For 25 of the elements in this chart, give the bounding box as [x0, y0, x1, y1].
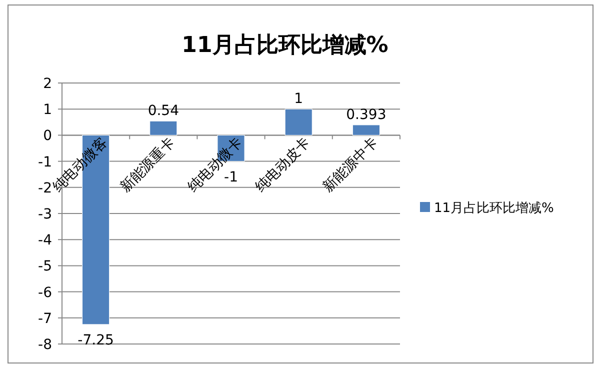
- x-tick-label: 纯电动微客: [50, 134, 111, 196]
- bar: [284, 108, 312, 136]
- data-label: 0.54: [148, 103, 180, 120]
- y-tick-label: -1: [38, 154, 52, 170]
- y-tick-label: 1: [43, 102, 52, 118]
- y-tick-label: -3: [38, 206, 52, 222]
- bar: [352, 124, 380, 136]
- data-label: 0.393: [346, 106, 386, 123]
- chart-title: 11月占比环比增减%: [182, 33, 388, 58]
- y-tick-label: -4: [38, 232, 52, 249]
- y-tick-label: -8: [38, 337, 52, 353]
- x-tick-label: 新能源重卡: [117, 134, 178, 196]
- legend-label: 11月占比环比增减%: [434, 201, 554, 216]
- y-tick-label: 0: [43, 128, 52, 144]
- x-tick-label: 新能源中卡: [320, 134, 382, 196]
- x-tick-label: 纯电动皮卡: [252, 134, 314, 196]
- bar: [150, 120, 178, 136]
- data-label: -1: [224, 169, 238, 186]
- y-tick-label: -2: [38, 180, 52, 196]
- y-tick-label: -7: [38, 310, 52, 327]
- data-label: 1: [294, 91, 304, 108]
- y-tick-label: 2: [43, 76, 52, 92]
- data-label: -7.25: [78, 332, 114, 348]
- y-tick-label: -6: [38, 284, 52, 301]
- y-tick-label: -5: [38, 258, 52, 275]
